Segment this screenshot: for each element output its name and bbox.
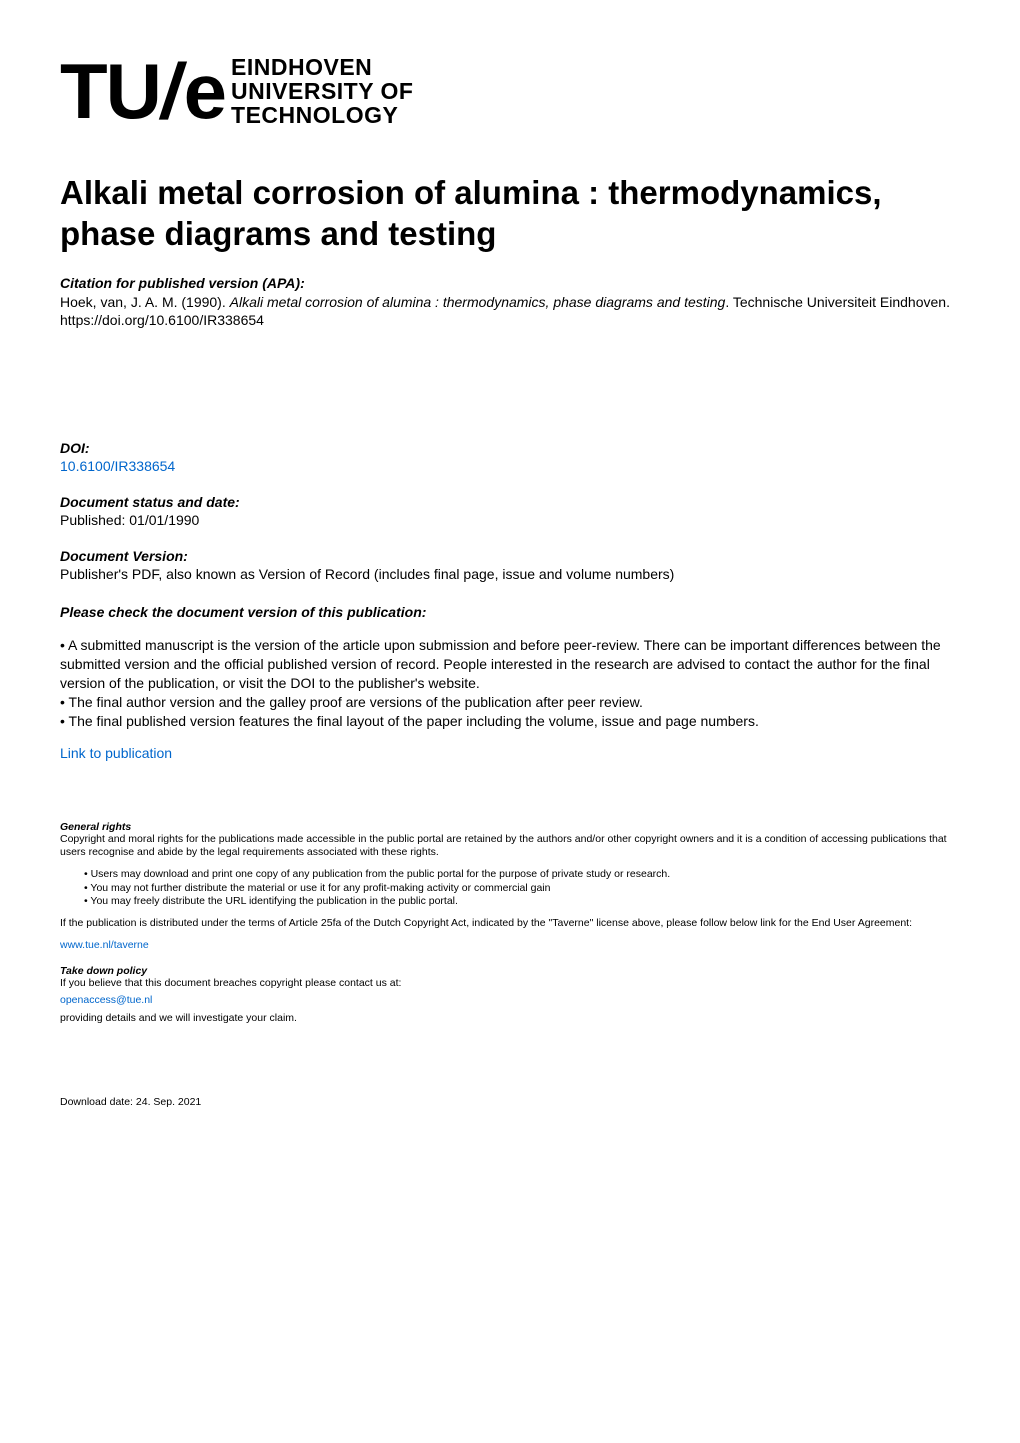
citation-work-title: Alkali metal corrosion of alumina : ther…	[230, 294, 726, 310]
citation-head: Citation for published version (APA):	[60, 275, 960, 291]
logo-slash: /	[157, 52, 188, 130]
page-title: Alkali metal corrosion of alumina : ther…	[60, 172, 960, 255]
rights-p1: Copyright and moral rights for the publi…	[60, 833, 960, 860]
takedown-head: Take down policy	[60, 965, 960, 977]
citation-text: Hoek, van, J. A. M. (1990). Alkali metal…	[60, 293, 960, 331]
check-p2: • The final author version and the galle…	[60, 693, 960, 712]
taverne-link[interactable]: www.tue.nl/taverne	[60, 939, 149, 951]
general-rights-block: General rights Copyright and moral right…	[60, 821, 960, 965]
logo-tu: TU	[60, 52, 160, 130]
check-p1: • A submitted manuscript is the version …	[60, 636, 960, 693]
status-head: Document status and date:	[60, 494, 960, 510]
rights-b3: You may freely distribute the URL identi…	[84, 895, 960, 909]
citation-block: Citation for published version (APA): Ho…	[60, 275, 960, 331]
doi-head: DOI:	[60, 440, 960, 456]
version-block: Document Version: Publisher's PDF, also …	[60, 548, 960, 582]
check-bullets: • A submitted manuscript is the version …	[60, 636, 960, 730]
doi-link[interactable]: 10.6100/IR338654	[60, 458, 175, 474]
citation-author: Hoek, van, J. A. M. (1990).	[60, 294, 230, 310]
check-head: Please check the document version of thi…	[60, 604, 960, 620]
rights-p2: If the publication is distributed under …	[60, 917, 960, 931]
check-p3: • The final published version features t…	[60, 712, 960, 731]
version-text: Publisher's PDF, also known as Version o…	[60, 566, 960, 582]
logo-subtext: EINDHOVEN UNIVERSITY OF TECHNOLOGY	[231, 55, 413, 127]
download-date: Download date: 24. Sep. 2021	[60, 1096, 960, 1108]
rights-head: General rights	[60, 821, 960, 833]
takedown-p1: If you believe that this document breach…	[60, 977, 960, 991]
logo-line3: TECHNOLOGY	[231, 103, 413, 127]
rights-bullets: Users may download and print one copy of…	[84, 868, 960, 909]
status-text: Published: 01/01/1990	[60, 512, 960, 528]
takedown-block: Take down policy If you believe that thi…	[60, 965, 960, 1026]
openaccess-email[interactable]: openaccess@tue.nl	[60, 994, 152, 1006]
link-to-publication[interactable]: Link to publication	[60, 745, 172, 761]
tue-logo: TU / e EINDHOVEN UNIVERSITY OF TECHNOLOG…	[60, 52, 960, 130]
status-block: Document status and date: Published: 01/…	[60, 494, 960, 528]
rights-b1: Users may download and print one copy of…	[84, 868, 960, 882]
rights-b2: You may not further distribute the mater…	[84, 882, 960, 896]
takedown-p2: providing details and we will investigat…	[60, 1012, 960, 1026]
doi-block: DOI: 10.6100/IR338654	[60, 440, 960, 474]
logo-line2: UNIVERSITY OF	[231, 79, 413, 103]
version-head: Document Version:	[60, 548, 960, 564]
check-block: Please check the document version of thi…	[60, 604, 960, 620]
logo-e: e	[184, 52, 225, 130]
logo-line1: EINDHOVEN	[231, 55, 413, 79]
